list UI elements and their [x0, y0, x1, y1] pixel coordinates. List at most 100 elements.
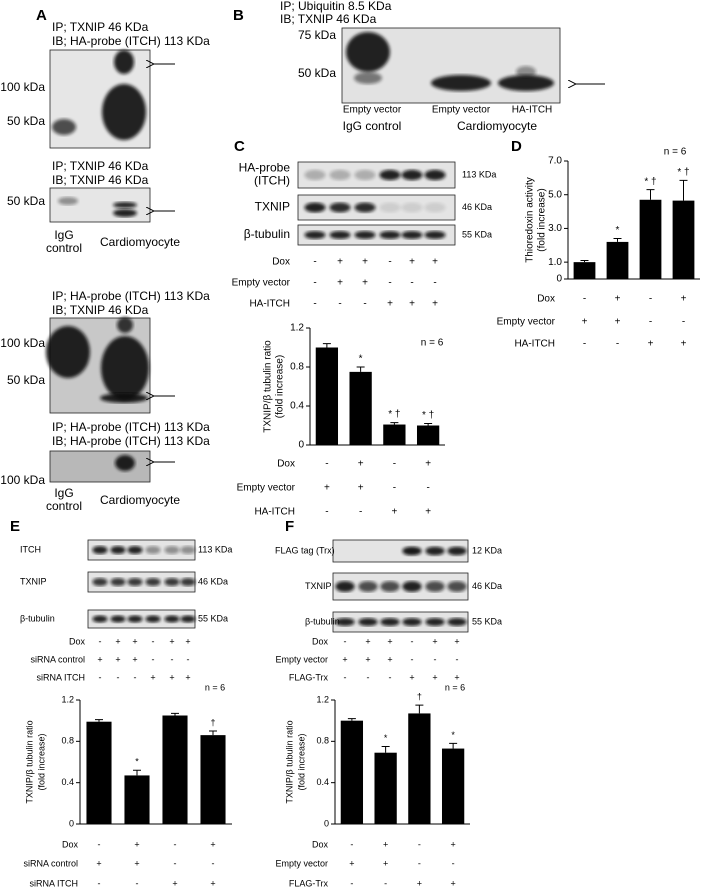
- bar: [200, 735, 226, 824]
- condition-sign: +: [210, 839, 215, 849]
- condition-sign: +: [150, 672, 155, 682]
- condition-sign: -: [393, 483, 396, 494]
- band: [114, 50, 134, 74]
- row-label: HA-probe: [239, 161, 291, 175]
- y-axis-label: Thioredoxin activity: [525, 177, 536, 263]
- band: [180, 578, 196, 586]
- label: B: [233, 7, 244, 24]
- blot: [332, 611, 469, 633]
- band: [335, 618, 355, 626]
- significance: *: [384, 733, 388, 743]
- error-bar: [356, 366, 365, 372]
- size-marker: 55 KDa: [472, 616, 502, 626]
- condition-label: HA-ITCH: [254, 507, 295, 518]
- y-tick-label: 0: [298, 440, 304, 451]
- significance: * †: [677, 167, 689, 178]
- y-tick-label: 1.2: [61, 694, 74, 704]
- band: [379, 169, 401, 181]
- y-tick-label: 0: [69, 818, 74, 828]
- band: [92, 546, 108, 554]
- error-bar: [347, 718, 356, 721]
- condition-label: Dox: [312, 636, 329, 646]
- bar: [573, 262, 596, 279]
- blot-header: IP; HA-probe (ITCH) 113 KDa: [52, 420, 210, 434]
- condition-sign: +: [132, 636, 137, 646]
- significance: *: [616, 225, 620, 236]
- significance: * †: [644, 176, 656, 187]
- condition-sign: -: [410, 278, 413, 289]
- band: [145, 546, 161, 554]
- error-bar: [613, 238, 622, 242]
- blot-header: IB; TXNIP 46 KDa: [52, 303, 149, 317]
- blot-header: IB; TXNIP 46 KDa: [280, 12, 377, 26]
- condition-label: HA-ITCH: [249, 299, 290, 310]
- band: [425, 581, 445, 592]
- band: [498, 75, 554, 91]
- row-label: β-tubulin: [244, 227, 290, 241]
- condition-sign: -: [98, 878, 101, 888]
- blot-header: IP; TXNIP 46 KDa: [52, 20, 149, 34]
- condition-sign: -: [616, 339, 619, 350]
- condition-sign: +: [432, 299, 438, 310]
- condition-sign: -: [313, 257, 316, 268]
- condition-sign: -: [134, 672, 137, 682]
- band: [58, 197, 78, 205]
- lane-label: IgG: [54, 228, 73, 242]
- band: [113, 209, 137, 217]
- y-tick-label: 0.8: [316, 736, 329, 746]
- size-marker: 113 KDa: [462, 169, 496, 179]
- band: [164, 546, 180, 554]
- row-label: TXNIP: [255, 200, 290, 214]
- blot: [49, 450, 151, 483]
- condition-sign: +: [432, 257, 438, 268]
- y-axis-label: TXNIP/β tubulin ratio: [263, 340, 274, 433]
- bar: [315, 347, 339, 445]
- condition-sign: +: [383, 839, 388, 849]
- condition-sign: -: [359, 507, 362, 518]
- condition-sign: +: [450, 839, 455, 849]
- label: A: [36, 7, 47, 24]
- size-marker: 55 KDa: [198, 613, 228, 623]
- band: [164, 615, 180, 623]
- condition-label: Empty vector: [275, 654, 328, 664]
- condition-sign: +: [342, 654, 347, 664]
- label: D: [511, 138, 522, 155]
- band: [304, 169, 326, 181]
- condition-sign: +: [409, 257, 415, 268]
- condition-sign: +: [365, 654, 370, 664]
- y-tick-label: 7.0: [548, 156, 562, 167]
- condition-label: FLAG-Trx: [289, 672, 329, 682]
- y-tick-label: 0.4: [316, 777, 329, 787]
- band: [401, 169, 423, 181]
- condition-sign: +: [169, 636, 174, 646]
- bar: [606, 241, 629, 279]
- error-bar: [209, 730, 217, 736]
- band: [380, 618, 400, 626]
- band: [358, 581, 378, 592]
- condition-sign: -: [313, 299, 316, 310]
- row-label: (ITCH): [254, 174, 290, 188]
- band: [145, 578, 161, 586]
- condition-label: Dox: [537, 294, 555, 305]
- group-label: Cardiomyocyte: [457, 119, 537, 133]
- band: [110, 578, 126, 586]
- condition-sign: -: [367, 672, 370, 682]
- condition-sign: +: [324, 483, 330, 494]
- condition-sign: +: [432, 636, 437, 646]
- bar: [86, 721, 112, 824]
- condition-sign: +: [391, 507, 397, 518]
- band: [447, 618, 467, 626]
- lane-label: Cardiomyocyte: [100, 493, 180, 507]
- condition-sign: -: [350, 839, 353, 849]
- error-bar: [424, 423, 433, 426]
- band: [354, 202, 376, 213]
- band: [516, 66, 536, 78]
- condition-sign: +: [115, 636, 120, 646]
- blot: [332, 539, 469, 563]
- y-axis-label: (fold increase): [537, 188, 548, 251]
- band: [335, 581, 355, 592]
- condition-sign: -: [117, 672, 120, 682]
- band: [101, 336, 149, 400]
- condition-sign: -: [393, 459, 396, 470]
- significance: *: [359, 354, 363, 365]
